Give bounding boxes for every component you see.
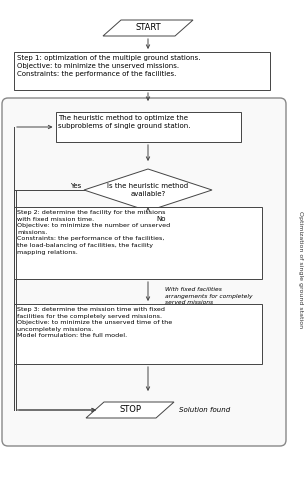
Text: STOP: STOP [119, 406, 141, 414]
Polygon shape [55, 112, 241, 142]
Polygon shape [14, 207, 262, 279]
Polygon shape [14, 304, 262, 364]
Text: Yes: Yes [70, 183, 81, 189]
Text: The heuristic method to optimize the
subproblems of single ground station.: The heuristic method to optimize the sub… [59, 115, 191, 129]
Polygon shape [103, 20, 193, 36]
Text: Optimization of single ground station: Optimization of single ground station [298, 212, 302, 328]
Text: START: START [135, 24, 161, 32]
Text: Step 3: determine the mission time with fixed
facilities for the completely serv: Step 3: determine the mission time with … [17, 307, 172, 338]
Text: No: No [156, 216, 165, 222]
Text: Solution found: Solution found [179, 407, 230, 413]
Text: Step 1: optimization of the multiple ground stations.
Objective: to minimize the: Step 1: optimization of the multiple gro… [17, 55, 201, 77]
Text: Step 2: determine the facility for the missions
with fixed mission time.
Objecti: Step 2: determine the facility for the m… [17, 210, 170, 254]
Polygon shape [86, 402, 174, 418]
Polygon shape [84, 169, 212, 211]
Text: With fixed facilities
arrangements for completely
served missions: With fixed facilities arrangements for c… [165, 287, 253, 305]
Text: Is the heuristic method
available?: Is the heuristic method available? [107, 183, 188, 197]
FancyBboxPatch shape [2, 98, 286, 446]
Polygon shape [14, 52, 270, 90]
